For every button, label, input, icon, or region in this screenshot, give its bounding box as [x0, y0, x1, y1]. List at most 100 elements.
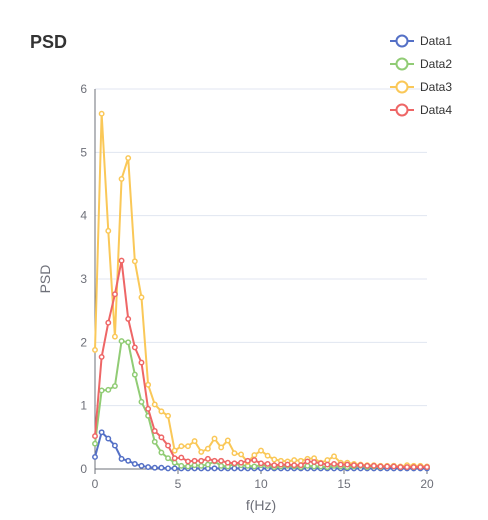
data-point[interactable]	[244, 457, 251, 464]
data-point[interactable]	[191, 457, 198, 464]
data-point[interactable]	[98, 353, 105, 360]
data-point[interactable]	[131, 460, 138, 467]
data-point[interactable]	[111, 333, 118, 340]
data-point[interactable]	[185, 463, 191, 470]
data-point[interactable]	[158, 408, 165, 415]
data-point[interactable]	[271, 462, 278, 469]
data-point[interactable]	[317, 460, 324, 467]
data-point[interactable]	[178, 462, 185, 469]
data-point[interactable]	[125, 457, 132, 464]
data-point[interactable]	[324, 461, 331, 468]
data-point[interactable]	[171, 447, 178, 454]
data-point[interactable]	[185, 458, 191, 465]
data-point[interactable]	[337, 461, 344, 468]
data-point[interactable]	[331, 460, 337, 467]
data-point[interactable]	[138, 294, 145, 301]
data-point[interactable]	[211, 457, 218, 464]
data-point[interactable]	[165, 465, 171, 472]
data-point[interactable]	[238, 459, 245, 466]
data-point[interactable]	[125, 339, 132, 346]
data-point[interactable]	[291, 462, 298, 469]
data-point[interactable]	[158, 434, 165, 441]
data-point[interactable]	[251, 463, 258, 470]
data-point[interactable]	[131, 371, 138, 378]
data-point[interactable]	[191, 438, 198, 445]
data-point[interactable]	[138, 398, 145, 405]
data-point[interactable]	[185, 443, 191, 450]
data-point[interactable]	[92, 440, 98, 447]
data-point[interactable]	[231, 450, 238, 457]
data-point[interactable]	[357, 462, 364, 469]
data-point[interactable]	[105, 386, 112, 393]
data-point[interactable]	[125, 155, 132, 161]
data-point[interactable]	[92, 433, 98, 440]
data-point[interactable]	[138, 462, 145, 469]
data-point[interactable]	[131, 344, 138, 351]
data-point[interactable]	[231, 460, 238, 467]
data-point[interactable]	[344, 461, 351, 468]
data-point[interactable]	[131, 258, 138, 265]
data-point[interactable]	[331, 453, 337, 460]
data-point[interactable]	[297, 462, 304, 469]
data-point[interactable]	[224, 437, 231, 444]
data-point[interactable]	[105, 227, 112, 234]
data-point[interactable]	[377, 463, 384, 470]
data-point[interactable]	[111, 291, 118, 298]
data-point[interactable]	[158, 464, 165, 471]
data-point[interactable]	[304, 458, 311, 465]
data-point[interactable]	[145, 405, 152, 412]
data-point[interactable]	[92, 346, 98, 353]
data-point[interactable]	[158, 449, 165, 456]
data-point[interactable]	[264, 460, 271, 467]
data-point[interactable]	[404, 464, 411, 471]
data-point[interactable]	[258, 447, 264, 454]
data-point[interactable]	[258, 460, 264, 467]
legend-item-data2[interactable]: Data2	[390, 57, 452, 71]
data-point[interactable]	[218, 457, 225, 464]
data-point[interactable]	[364, 462, 371, 469]
data-point[interactable]	[284, 461, 291, 468]
data-point[interactable]	[98, 429, 105, 436]
data-point[interactable]	[118, 338, 125, 345]
data-point[interactable]	[105, 435, 112, 442]
data-point[interactable]	[171, 465, 178, 472]
data-point[interactable]	[397, 464, 404, 471]
data-point[interactable]	[291, 457, 298, 464]
data-point[interactable]	[204, 445, 211, 452]
data-point[interactable]	[178, 443, 185, 450]
data-point[interactable]	[138, 359, 145, 366]
data-point[interactable]	[211, 465, 218, 472]
data-point[interactable]	[417, 464, 424, 471]
data-point[interactable]	[251, 452, 258, 459]
data-point[interactable]	[178, 454, 185, 461]
data-point[interactable]	[424, 464, 430, 471]
data-point[interactable]	[218, 444, 225, 451]
data-point[interactable]	[151, 401, 158, 408]
data-point[interactable]	[111, 442, 118, 449]
legend-item-data3[interactable]: Data3	[390, 80, 452, 94]
data-point[interactable]	[92, 454, 98, 460]
data-point[interactable]	[118, 257, 125, 264]
data-point[interactable]	[105, 319, 112, 326]
data-point[interactable]	[311, 459, 318, 465]
data-point[interactable]	[145, 381, 152, 388]
data-point[interactable]	[410, 464, 417, 471]
data-point[interactable]	[118, 175, 125, 182]
data-point[interactable]	[211, 435, 218, 442]
legend-item-data1[interactable]: Data1	[390, 34, 452, 48]
data-point[interactable]	[125, 315, 132, 322]
data-point[interactable]	[224, 459, 231, 466]
data-point[interactable]	[165, 455, 171, 462]
data-point[interactable]	[171, 455, 178, 462]
data-point[interactable]	[204, 461, 211, 468]
data-point[interactable]	[351, 462, 357, 469]
data-point[interactable]	[390, 463, 397, 470]
data-point[interactable]	[384, 463, 391, 470]
data-point[interactable]	[204, 455, 211, 462]
data-point[interactable]	[277, 461, 284, 468]
data-point[interactable]	[218, 462, 225, 469]
data-point[interactable]	[370, 462, 377, 469]
data-point[interactable]	[264, 452, 271, 459]
data-point[interactable]	[118, 455, 125, 462]
legend[interactable]: Data1 Data2 Data3 Data4	[390, 34, 452, 117]
